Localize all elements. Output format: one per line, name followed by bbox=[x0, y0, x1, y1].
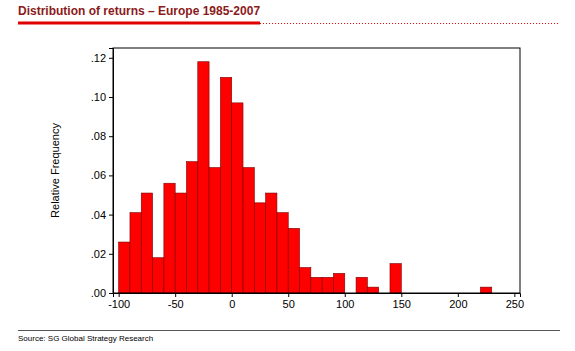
title: Distribution of returns – Europe 1985-20… bbox=[18, 4, 260, 18]
title-rule bbox=[260, 23, 560, 24]
x-tick: 150 bbox=[393, 293, 411, 310]
x-tick-mark bbox=[175, 293, 176, 297]
y-tick: .08 bbox=[91, 130, 113, 142]
x-tick-label: 250 bbox=[506, 298, 524, 310]
x-tick: 250 bbox=[506, 293, 524, 310]
y-tick-label: .12 bbox=[91, 52, 106, 64]
bar bbox=[300, 268, 311, 293]
bar bbox=[243, 168, 254, 293]
y-tick: .02 bbox=[91, 248, 113, 260]
y-tick-mark bbox=[109, 254, 113, 255]
y-tick-label: .04 bbox=[91, 209, 106, 221]
y-axis: .00 .02 .04 .06 .08 .10 .12 bbox=[91, 49, 114, 300]
bar bbox=[209, 168, 220, 293]
y-tick-mark bbox=[109, 58, 113, 59]
y-tick-mark bbox=[109, 97, 113, 98]
x-tick-label: -100 bbox=[108, 298, 130, 310]
x-tick: 200 bbox=[449, 293, 467, 310]
bar bbox=[367, 287, 378, 293]
x-tick-mark bbox=[345, 293, 346, 297]
bar bbox=[288, 228, 299, 293]
bar bbox=[277, 213, 288, 293]
bar bbox=[141, 193, 152, 293]
y-tick: .10 bbox=[91, 91, 113, 103]
y-tick-mark bbox=[109, 215, 113, 216]
y-tick-label: .10 bbox=[91, 91, 106, 103]
title-underline bbox=[18, 22, 260, 25]
bar bbox=[153, 258, 164, 293]
x-tick-label: 150 bbox=[393, 298, 411, 310]
y-tick-mark bbox=[109, 175, 113, 176]
x-tick-label: 0 bbox=[229, 298, 235, 310]
x-tick-label: 100 bbox=[336, 298, 354, 310]
bar bbox=[266, 193, 277, 293]
bar bbox=[333, 273, 344, 293]
x-axis-line bbox=[114, 294, 521, 298]
x-tick-mark bbox=[514, 293, 515, 297]
y-tick-label: .06 bbox=[91, 169, 106, 181]
y-tick-mark bbox=[109, 136, 113, 137]
bar bbox=[119, 242, 130, 293]
plot-frame bbox=[113, 48, 520, 293]
x-tick-mark bbox=[119, 293, 120, 297]
bar bbox=[480, 287, 491, 293]
x-tick-label: 200 bbox=[449, 298, 467, 310]
bar bbox=[311, 277, 322, 293]
bar bbox=[356, 277, 367, 293]
x-tick-label: 50 bbox=[283, 298, 295, 310]
bars bbox=[119, 62, 492, 293]
bar bbox=[198, 62, 209, 293]
x-axis: -100 -50 0 50 100 150 200 250 bbox=[108, 293, 524, 310]
y-tick: .12 bbox=[91, 52, 113, 64]
bar bbox=[175, 193, 186, 293]
bar bbox=[254, 203, 265, 293]
bar bbox=[390, 264, 401, 293]
x-tick: 50 bbox=[283, 293, 295, 310]
chart: Distribution of returns – Europe 1985-20… bbox=[0, 0, 575, 351]
y-tick-label: .02 bbox=[91, 248, 106, 260]
y-axis-line bbox=[109, 49, 114, 294]
y-tick-mark bbox=[109, 293, 113, 294]
x-tick: -100 bbox=[108, 293, 130, 310]
y-tick-label: .00 bbox=[91, 287, 106, 299]
x-tick-mark bbox=[232, 293, 233, 297]
bar bbox=[164, 183, 175, 293]
x-tick-mark bbox=[401, 293, 402, 297]
bar bbox=[322, 277, 333, 293]
y-tick-label: .08 bbox=[91, 130, 106, 142]
bar bbox=[232, 103, 243, 293]
x-tick-mark bbox=[458, 293, 459, 297]
x-tick: 0 bbox=[229, 293, 235, 310]
bar bbox=[130, 213, 141, 293]
y-tick: .04 bbox=[91, 209, 113, 221]
y-tick: .06 bbox=[91, 169, 113, 181]
source: Source: SG Global Strategy Research bbox=[18, 334, 153, 343]
bar bbox=[220, 77, 231, 293]
x-tick: -50 bbox=[168, 293, 184, 310]
source-rule bbox=[18, 330, 560, 331]
x-tick-mark bbox=[288, 293, 289, 297]
bar bbox=[186, 162, 197, 293]
x-tick: 100 bbox=[336, 293, 354, 310]
x-tick-label: -50 bbox=[168, 298, 184, 310]
y-axis-title: Relative Frequency bbox=[49, 123, 61, 218]
